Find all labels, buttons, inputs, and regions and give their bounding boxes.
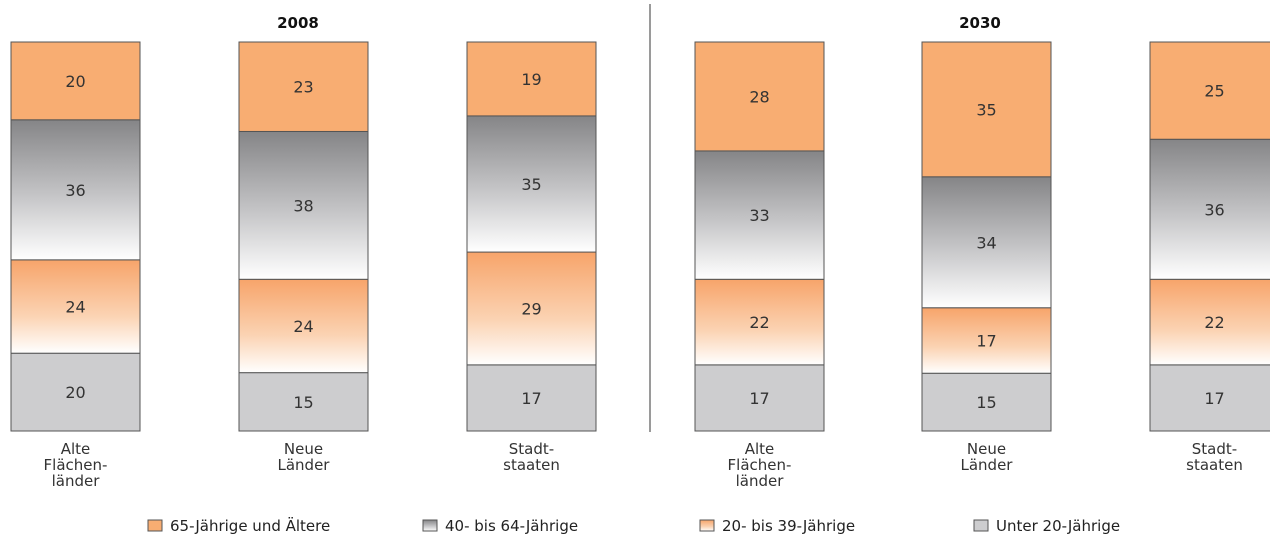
bar-segment-unter-20-jaehrige: [10, 352, 141, 432]
stacked-bar-stadt-staaten: 17 29 35 19: [466, 41, 597, 432]
data-label: 33: [749, 206, 769, 225]
panel-2030: 2030 17 22 33 28 Alte Flächen-länder 15 17 34 35 Ne…: [694, 14, 1270, 490]
bar-segment-20-bis-39-jaehrige: [10, 259, 141, 354]
panel-title: 2030: [959, 14, 1001, 32]
bar-segment-65-jaehrige-und-aeltere: [694, 41, 825, 152]
legend-label: Unter 20-Jährige: [996, 517, 1120, 535]
bar-segment-40-bis-64-jaehrige: [1149, 138, 1270, 280]
category-label: Neue Länder: [278, 440, 331, 474]
stacked-bar-alte-flaechen-laender: 20 24 36 20: [10, 41, 141, 432]
legend-item-20-bis-39-jaehrige: 20- bis 39-Jährige: [699, 517, 855, 535]
data-label: 17: [749, 389, 769, 408]
data-label: 20: [65, 383, 85, 402]
bar-segment-20-bis-39-jaehrige: [921, 307, 1052, 374]
data-label: 17: [1204, 389, 1224, 408]
bar-segment-40-bis-64-jaehrige: [466, 115, 597, 253]
data-label: 38: [293, 196, 313, 215]
legend-swatch: [422, 519, 438, 532]
data-label: 23: [293, 78, 313, 97]
data-label: 35: [976, 100, 996, 119]
bar-segment-unter-20-jaehrige: [921, 372, 1052, 432]
stacked-bar-alte-flaechen-laender: 17 22 33 28: [694, 41, 825, 432]
bar-segment-unter-20-jaehrige: [694, 364, 825, 432]
data-label: 36: [1204, 200, 1224, 219]
data-label: 15: [976, 393, 996, 412]
category-label: Stadt-staaten: [1186, 440, 1243, 474]
legend-label: 40- bis 64-Jährige: [445, 517, 578, 535]
data-label: 36: [65, 181, 85, 200]
panel-2008: 2008 20 24 36 20 Alte Flächen-länder 15 24 38 23 Ne…: [10, 14, 597, 490]
stacked-bar-neue-laender: 15 24 38 23: [238, 41, 369, 432]
bar-segment-unter-20-jaehrige: [1149, 364, 1270, 432]
category-label: Alte Flächen-länder: [728, 440, 792, 490]
chart-legend: 65-Jährige und Ältere 40- bis 64-Jährige 2…: [147, 516, 1120, 535]
legend-label: 20- bis 39-Jährige: [722, 517, 855, 535]
data-label: 15: [293, 393, 313, 412]
bar-segment-65-jaehrige-und-aeltere: [1149, 41, 1270, 140]
data-label: 17: [521, 389, 541, 408]
data-label: 24: [65, 298, 85, 317]
data-label: 35: [521, 175, 541, 194]
legend-item-65-jaehrige-und-aeltere: 65-Jährige und Ältere: [147, 516, 330, 535]
data-label: 24: [293, 317, 313, 336]
legend-swatch: [973, 519, 989, 532]
legend-label: 65-Jährige und Ältere: [170, 516, 330, 535]
data-label: 28: [749, 87, 769, 106]
stacked-bar-neue-laender: 15 17 34 35: [921, 41, 1052, 432]
bar-segment-65-jaehrige-und-aeltere: [238, 41, 369, 132]
legend-swatch: [147, 519, 163, 532]
data-label: 19: [521, 70, 541, 89]
data-label: 22: [749, 313, 769, 332]
category-label: Neue Länder: [961, 440, 1014, 474]
legend-swatch: [699, 519, 715, 532]
legend-item-40-bis-64-jaehrige: 40- bis 64-Jährige: [422, 517, 578, 535]
bar-segment-20-bis-39-jaehrige: [238, 278, 369, 374]
bar-segment-20-bis-39-jaehrige: [466, 251, 597, 366]
bar-segment-40-bis-64-jaehrige: [694, 150, 825, 280]
data-label: 22: [1204, 313, 1224, 332]
bar-segment-65-jaehrige-und-aeltere: [466, 41, 597, 117]
legend-item-unter-20-jaehrige: Unter 20-Jährige: [973, 517, 1120, 535]
bar-segment-unter-20-jaehrige: [238, 372, 369, 432]
bar-segment-40-bis-64-jaehrige: [238, 130, 369, 280]
data-label: 17: [976, 331, 996, 350]
bar-segment-65-jaehrige-und-aeltere: [10, 41, 141, 121]
category-label: Alte Flächen-länder: [44, 440, 108, 490]
data-label: 25: [1204, 82, 1224, 101]
bar-segment-40-bis-64-jaehrige: [921, 176, 1052, 309]
bar-segment-65-jaehrige-und-aeltere: [921, 41, 1052, 178]
stacked-bar-stadt-staaten: 17 22 36 25: [1149, 41, 1270, 432]
category-label: Stadt-staaten: [503, 440, 560, 474]
data-label: 29: [521, 299, 541, 318]
data-label: 34: [976, 233, 996, 252]
bar-segment-20-bis-39-jaehrige: [1149, 278, 1270, 366]
chart-panels: 2008 20 24 36 20 Alte Flächen-länder 15 24 38 23 Ne…: [10, 14, 1270, 490]
bar-segment-unter-20-jaehrige: [466, 364, 597, 432]
panel-title: 2008: [277, 14, 319, 32]
data-label: 20: [65, 72, 85, 91]
